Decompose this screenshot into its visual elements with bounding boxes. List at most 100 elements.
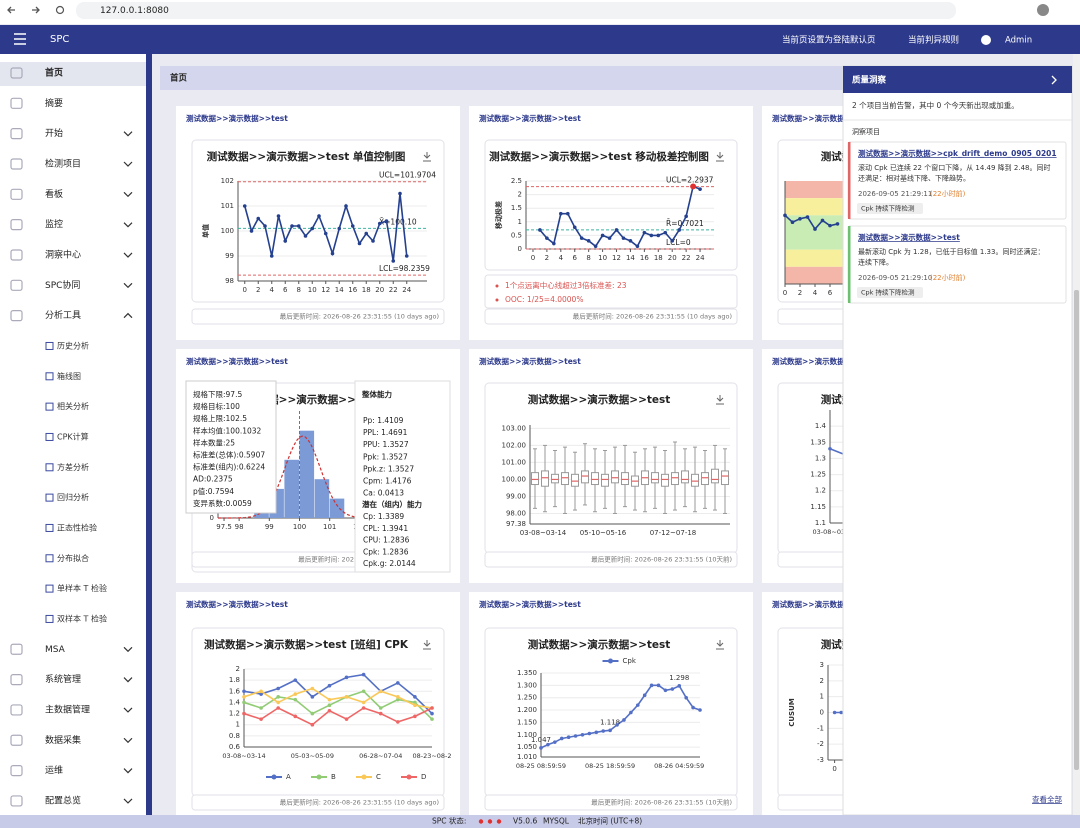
item-link[interactable]: 测试数据>>演示数据>>test — [858, 232, 960, 242]
sidebar-item[interactable]: 分析工具 — [45, 309, 81, 321]
sidebar-subitem[interactable]: 单样本 T 检验 — [57, 583, 107, 593]
breadcrumb[interactable]: 测试数据>>演示数据>>test — [772, 113, 874, 123]
breadcrumb[interactable]: 测试数据>>演示数据>>test — [772, 356, 874, 366]
item-desc: 最新滚动 Cpk 为 1.28，已低于目标值 1.33。同时还满足： — [858, 247, 1044, 256]
legend-label: Cpk — [623, 657, 637, 665]
breadcrumb[interactable]: 测试数据>>演示数据>>test — [186, 356, 288, 366]
sidebar-item[interactable]: 运维 — [45, 764, 63, 776]
download-icon[interactable] — [423, 152, 431, 162]
data-point — [546, 742, 550, 747]
header-action[interactable]: Admin — [1005, 36, 1032, 46]
x-tick-label: 6 — [573, 254, 578, 262]
sub-icon — [45, 432, 54, 441]
stats-tooltip — [185, 380, 277, 514]
sidebar-subitem[interactable]: 回归分析 — [57, 492, 89, 502]
sidebar-item[interactable]: 检测项目 — [45, 157, 81, 169]
breadcrumb[interactable]: 测试数据>>演示数据>>test — [479, 113, 581, 123]
breadcrumb[interactable]: 测试数据>>演示数据>>test — [186, 113, 288, 123]
sidebar-subitem[interactable]: CPK计算 — [57, 431, 89, 441]
y-tick-label: 0.5 — [511, 231, 522, 239]
sidebar-item[interactable]: SPC协同 — [45, 279, 80, 291]
sidebar-item[interactable]: MSA — [45, 645, 66, 655]
download-icon[interactable] — [716, 395, 724, 405]
header-action[interactable]: 当前页设置为登陆默认页 — [782, 35, 876, 46]
status-time: 北京时间 (UTC+8) — [578, 816, 642, 826]
capability-line: Ppk.z: 1.3527 — [363, 464, 414, 473]
sidebar-item[interactable]: 开始 — [45, 127, 63, 139]
menu-icon — [10, 249, 23, 261]
breadcrumb[interactable]: 测试数据>>演示数据>>test — [479, 599, 581, 609]
scroll-thumb — [1074, 290, 1079, 770]
data-point — [820, 218, 825, 223]
avatar[interactable] — [1037, 4, 1049, 16]
sidebar-item[interactable]: 摘要 — [45, 97, 63, 109]
data-point — [805, 215, 810, 219]
y-tick-label: 1 — [236, 721, 240, 729]
sidebar-subitem[interactable]: 双样本 T 检验 — [57, 613, 107, 623]
sidebar-accent — [146, 54, 152, 815]
legend-label: D — [421, 773, 426, 781]
x-tick-label: 18 — [362, 286, 371, 294]
sidebar-item[interactable]: 系统管理 — [45, 673, 81, 685]
breadcrumb[interactable]: 测试数据>>演示数据>>test — [479, 356, 581, 366]
y-axis-label: 移动极差 — [494, 201, 503, 229]
limit-label: R̄=0.7021 — [666, 219, 704, 228]
chevron — [123, 768, 133, 774]
data-point — [828, 446, 832, 451]
data-point — [828, 223, 832, 228]
sidebar-item[interactable]: 配置总览 — [45, 794, 81, 806]
menu-icon — [10, 158, 23, 170]
bar — [299, 430, 315, 518]
x-tick-label: 08-25 08:59:59 — [516, 762, 566, 770]
download-icon[interactable] — [423, 640, 431, 650]
nav-icon[interactable] — [7, 6, 15, 14]
chart-title: 测试数据>>演示数据>>test — [528, 638, 671, 651]
sidebar-item[interactable]: 洞察中心 — [45, 248, 81, 260]
sidebar-item[interactable]: 监控 — [45, 218, 63, 230]
download-icon[interactable] — [716, 640, 724, 650]
data-point — [361, 700, 366, 705]
data-point — [296, 224, 301, 228]
footer-bar — [484, 794, 738, 811]
stat: 规格上限:102.5 — [193, 413, 247, 423]
sidebar-item[interactable]: 主数据管理 — [45, 703, 90, 715]
data-point — [539, 746, 543, 750]
sidebar-subitem[interactable]: 箱线图 — [57, 371, 81, 381]
sidebar-subitem[interactable]: 历史分析 — [57, 340, 89, 350]
data-point — [344, 675, 349, 680]
reload-icon[interactable] — [55, 5, 65, 15]
data-label: 1.298 — [669, 674, 689, 682]
download-icon[interactable] — [716, 152, 724, 162]
header-action[interactable]: 当前判异规则 — [908, 35, 959, 46]
data-point — [600, 233, 605, 238]
data-point — [293, 692, 298, 696]
breadcrumb[interactable]: 测试数据>>演示数据>>test — [186, 599, 288, 609]
sidebar-item[interactable]: 数据采集 — [45, 734, 81, 746]
y-tick-label: 1 — [518, 218, 522, 226]
url: 127.0.0.1:8080 — [100, 6, 169, 16]
y-tick-label: -1 — [817, 724, 824, 732]
data-point — [839, 710, 844, 715]
data-point — [256, 216, 261, 221]
sidebar-subitem[interactable]: 正态性检验 — [57, 522, 97, 532]
sidebar-subitem[interactable]: 分布拟合 — [57, 553, 89, 563]
menu-icon — [10, 310, 23, 322]
y-tick-label: 0.6 — [229, 743, 241, 751]
nav-icon[interactable] — [32, 6, 40, 14]
data-point — [413, 695, 417, 699]
x-tick-label: 22 — [682, 254, 691, 262]
chevron[interactable] — [1051, 75, 1057, 85]
sidebar-item[interactable]: 看板 — [45, 188, 63, 200]
view-all[interactable]: 查看全部 — [1032, 794, 1062, 804]
sidebar-subitem[interactable]: 相关分析 — [57, 401, 89, 411]
item-link[interactable]: 测试数据>>演示数据>>cpk_drift_demo_0905_0201 — [858, 148, 1057, 158]
sidebar-subitem[interactable]: 方差分析 — [57, 462, 89, 472]
data-point — [242, 695, 246, 699]
y-tick-label: 1.4 — [229, 698, 241, 706]
theme-icon[interactable] — [981, 35, 991, 45]
data-point — [552, 241, 556, 246]
x-tick-label: 08-25 18:59:59 — [585, 762, 635, 770]
sidebar-item[interactable]: 首页 — [45, 67, 63, 79]
tab[interactable]: 首页 — [170, 73, 188, 84]
breadcrumb[interactable]: 测试数据>>演示数据>>test — [772, 599, 874, 609]
